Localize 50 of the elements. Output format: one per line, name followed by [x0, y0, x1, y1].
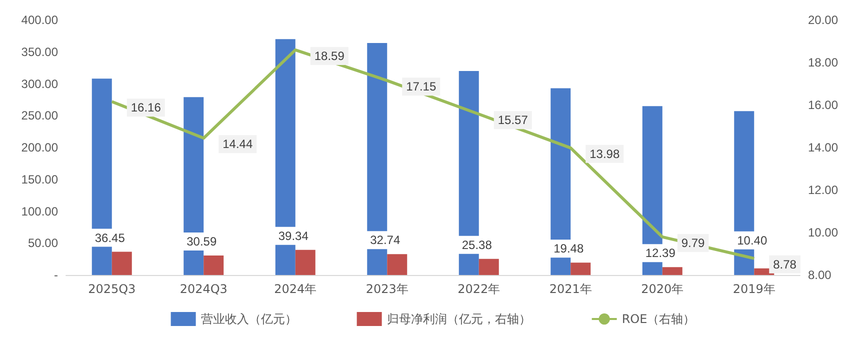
y2-tick-label: 14.00 [808, 140, 838, 154]
legend-label: 营业收入（亿元） [200, 312, 297, 326]
data-label: 13.98 [590, 146, 620, 161]
y-tick-label: - [54, 268, 58, 282]
y-tick-label: 350.00 [21, 44, 58, 59]
y-tick-label: 150.00 [21, 172, 58, 186]
data-label: 10.40 [737, 233, 768, 248]
x-tick-label: 2021年 [549, 282, 592, 296]
data-label: 9.79 [681, 236, 706, 250]
y-tick-label: 300.00 [21, 76, 58, 91]
data-label: 36.45 [94, 230, 126, 245]
bar [662, 267, 682, 275]
data-label: 17.15 [406, 80, 436, 94]
bar [570, 262, 591, 275]
y2-tick-label: 18.00 [808, 56, 838, 70]
y-tick-label: 400.00 [21, 13, 58, 27]
y2-tick-label: 8.00 [808, 268, 832, 282]
data-label: 39.34 [278, 228, 309, 243]
data-label: 8.78 [773, 257, 797, 272]
y2-tick-label: 16.00 [808, 98, 838, 112]
data-label: 25.38 [462, 238, 492, 252]
x-tick-label: 2023年 [366, 282, 408, 296]
y-tick-label: 100.00 [21, 204, 58, 218]
data-label: 15.57 [498, 113, 528, 128]
x-tick-label: 2020年 [641, 282, 684, 296]
y-tick-label: 50.00 [28, 236, 58, 250]
x-tick-label: 2025Q3 [88, 282, 136, 296]
bar [295, 250, 316, 275]
x-tick-label: 2024Q3 [180, 282, 228, 296]
y2-tick-label: 20.00 [808, 13, 838, 27]
x-tick-label: 2024年 [274, 282, 317, 296]
data-label: 32.74 [370, 233, 400, 248]
y2-tick-label: 12.00 [808, 183, 838, 197]
legend-label: ROE（右轴） [622, 312, 696, 326]
bar [387, 254, 408, 275]
y-tick-label: 250.00 [21, 108, 58, 123]
data-label: 14.44 [222, 137, 253, 152]
data-label: 19.48 [554, 242, 584, 256]
bar [204, 256, 224, 275]
x-tick-label: 2022年 [458, 282, 500, 296]
bar [112, 252, 132, 275]
data-label: 30.59 [186, 234, 217, 248]
data-label: 18.59 [314, 48, 345, 63]
bar [478, 258, 499, 275]
legend-label: 归母净利润（亿元，右轴） [386, 312, 531, 326]
y-tick-label: 200.00 [21, 140, 58, 154]
data-label: 16.16 [130, 100, 162, 115]
data-label: 12.39 [645, 246, 676, 260]
y2-tick-label: 10.00 [808, 226, 838, 240]
x-tick-label: 2019年 [732, 282, 776, 296]
